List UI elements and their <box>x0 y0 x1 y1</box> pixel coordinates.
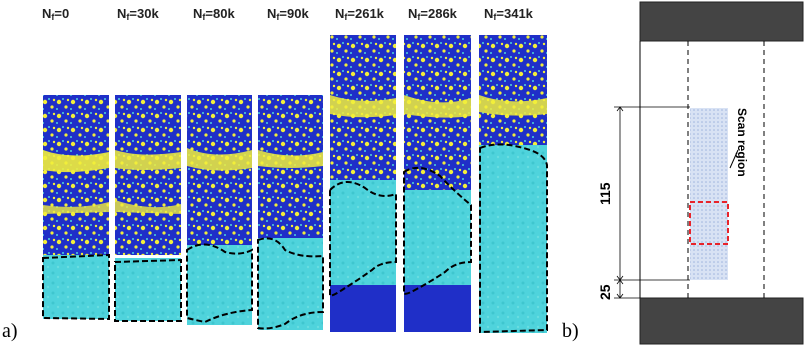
strain-map-nf-341k <box>479 35 548 334</box>
panel-a: Nf=0 Nf=30k Nf=80k Nf=90k Nf=261k Nf=286… <box>2 6 548 342</box>
strain-map-nf-286k <box>403 35 472 332</box>
scan-leader-line <box>729 149 739 169</box>
roi-box <box>689 201 729 245</box>
panel-a-label: a) <box>2 320 18 342</box>
top-grip <box>639 1 804 42</box>
crack-outline <box>403 166 472 296</box>
panel-b-label: b) <box>562 320 579 342</box>
dim-label-115: 115 <box>597 182 613 205</box>
crack-outline <box>186 243 253 324</box>
header-nf-341k: Nf=341k <box>484 6 534 22</box>
strain-map-nf-90k <box>257 95 324 330</box>
strain-map-nf-0 <box>42 95 110 321</box>
dim-label-25: 25 <box>597 284 613 300</box>
crack-outline <box>329 181 397 298</box>
crack-outline <box>114 258 182 322</box>
strain-map-nf-80k <box>186 95 253 325</box>
scan-region-label: Scan region <box>735 108 749 177</box>
scan-region <box>690 108 728 280</box>
strain-map-nf-261k <box>329 35 397 332</box>
header-nf-0: Nf=0 <box>42 6 69 22</box>
crack-outline <box>42 253 110 321</box>
arrow-up-icon <box>616 279 624 285</box>
header-nf-90k: Nf=90k <box>267 6 309 22</box>
bottom-grip <box>639 297 804 345</box>
header-nf-286k: Nf=286k <box>408 6 458 22</box>
header-nf-30k: Nf=30k <box>117 6 159 22</box>
crack-outline <box>257 237 324 330</box>
panel-b: b) Scan region 115 25 <box>562 1 804 345</box>
arrow-up-icon <box>616 106 624 112</box>
crack-outline <box>479 143 548 334</box>
strain-map-nf-30k <box>114 95 182 322</box>
frame-headers: Nf=0 Nf=30k Nf=80k Nf=90k Nf=261k Nf=286… <box>42 6 534 22</box>
header-nf-261k: Nf=261k <box>335 6 385 22</box>
arrow-down-icon <box>616 293 624 299</box>
header-nf-80k: Nf=80k <box>193 6 235 22</box>
